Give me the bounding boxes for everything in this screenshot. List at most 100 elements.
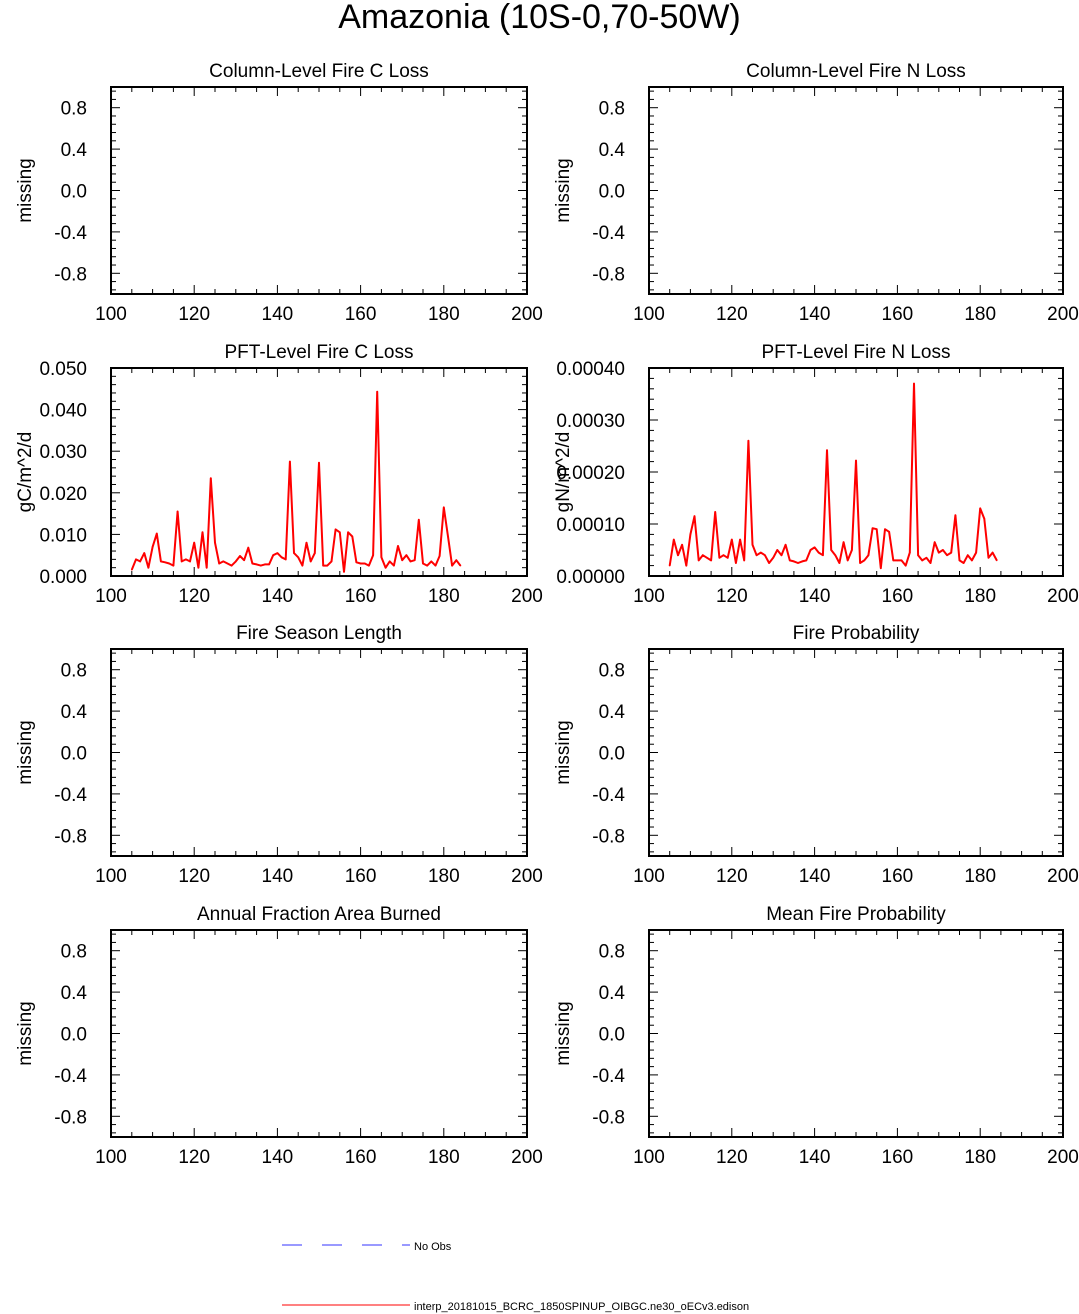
data-point bbox=[834, 554, 837, 556]
data-point bbox=[397, 545, 399, 547]
data-point bbox=[962, 562, 965, 564]
data-point bbox=[201, 531, 204, 534]
series-line-pft-level-fire-n-loss bbox=[668, 382, 998, 570]
data-point bbox=[884, 528, 886, 530]
panel-title: Fire Season Length bbox=[236, 623, 402, 644]
x-tick-label: 120 bbox=[178, 1147, 210, 1168]
x-tick-label: 100 bbox=[95, 866, 127, 887]
y-tick-label: 0.8 bbox=[599, 661, 625, 682]
y-tick-label: 0.0 bbox=[61, 182, 87, 203]
data-point bbox=[801, 560, 803, 563]
data-point bbox=[855, 459, 857, 462]
x-tick-label: 100 bbox=[633, 304, 665, 325]
y-tick-label: 0.0 bbox=[599, 744, 625, 765]
data-point bbox=[189, 560, 191, 563]
data-point bbox=[384, 566, 387, 569]
data-point bbox=[731, 538, 733, 541]
y-tick-label: 0.00030 bbox=[556, 411, 625, 432]
data-point bbox=[830, 549, 832, 551]
y-tick-label: 0.4 bbox=[599, 140, 626, 161]
x-tick-label: 180 bbox=[428, 586, 460, 607]
data-point bbox=[822, 554, 824, 556]
y-tick-label: 0.8 bbox=[599, 942, 625, 963]
data-point bbox=[289, 460, 291, 463]
plot-frame bbox=[648, 648, 1064, 857]
data-point bbox=[347, 531, 349, 534]
data-point bbox=[168, 562, 171, 565]
data-point bbox=[351, 535, 354, 538]
y-tick-label: 0.00020 bbox=[556, 463, 625, 484]
y-tick-label: -0.4 bbox=[592, 785, 625, 806]
data-point bbox=[950, 551, 953, 554]
y-axis-label: missing bbox=[15, 720, 36, 784]
y-tick-label: 0.4 bbox=[61, 140, 88, 161]
data-point bbox=[975, 551, 977, 554]
x-tick-label: 140 bbox=[799, 304, 831, 325]
data-point bbox=[813, 546, 816, 549]
data-point bbox=[710, 559, 712, 562]
data-point bbox=[131, 568, 133, 571]
data-point bbox=[900, 559, 903, 562]
data-point bbox=[376, 390, 379, 393]
panel-title: PFT-Level Fire C Loss bbox=[225, 342, 414, 363]
x-tick-label: 180 bbox=[964, 1147, 996, 1168]
y-tick-label: 0.0 bbox=[599, 1025, 625, 1046]
y-tick-label: 0.020 bbox=[39, 484, 87, 505]
data-point bbox=[689, 533, 692, 536]
y-tick-label: -0.4 bbox=[592, 223, 625, 244]
series-line-pft-level-fire-c-loss bbox=[130, 390, 462, 573]
data-point bbox=[318, 462, 320, 464]
data-point bbox=[971, 559, 973, 562]
data-point bbox=[334, 528, 337, 531]
data-point bbox=[784, 544, 787, 546]
data-point bbox=[280, 556, 283, 559]
data-point bbox=[938, 551, 940, 554]
data-point bbox=[180, 560, 183, 563]
panel-title: Mean Fire Probability bbox=[766, 904, 946, 925]
x-tick-label: 200 bbox=[1047, 304, 1079, 325]
x-tick-label: 180 bbox=[964, 586, 996, 607]
panel-title: PFT-Level Fire N Loss bbox=[762, 342, 951, 363]
data-point bbox=[880, 567, 882, 569]
data-point bbox=[413, 559, 416, 561]
x-tick-label: 140 bbox=[262, 1147, 294, 1168]
data-point bbox=[921, 559, 924, 562]
x-tick-label: 160 bbox=[882, 1147, 914, 1168]
page-title: Amazonia (10S-0,70-50W) bbox=[338, 0, 741, 36]
data-point bbox=[793, 560, 795, 563]
x-tick-label: 160 bbox=[345, 586, 377, 607]
data-point bbox=[314, 552, 316, 554]
x-tick-label: 120 bbox=[178, 586, 210, 607]
x-tick-label: 100 bbox=[95, 586, 127, 607]
x-tick-label: 160 bbox=[882, 304, 914, 325]
data-point bbox=[380, 556, 383, 559]
data-point bbox=[455, 559, 458, 561]
data-point bbox=[193, 541, 195, 544]
data-point bbox=[726, 557, 729, 559]
data-point bbox=[214, 541, 216, 544]
x-tick-label: 160 bbox=[345, 304, 377, 325]
data-point bbox=[218, 562, 220, 565]
data-point bbox=[297, 556, 300, 559]
data-point bbox=[451, 564, 453, 567]
data-point bbox=[205, 566, 208, 569]
y-tick-label: -0.8 bbox=[54, 826, 87, 847]
y-tick-label: 0.00000 bbox=[556, 567, 625, 588]
data-point bbox=[276, 552, 279, 554]
data-point bbox=[929, 562, 932, 564]
data-point bbox=[330, 560, 333, 563]
data-point bbox=[243, 559, 245, 561]
y-axis-label: missing bbox=[15, 158, 36, 222]
x-tick-label: 120 bbox=[716, 304, 748, 325]
data-point bbox=[268, 563, 270, 566]
x-tick-label: 120 bbox=[716, 1147, 748, 1168]
panel-annual-fraction-area-burned: Annual Fraction Area Burned missing 100 120… bbox=[15, 904, 543, 1168]
data-point bbox=[764, 554, 766, 556]
data-point bbox=[743, 559, 746, 562]
data-point bbox=[693, 515, 696, 517]
y-tick-label: 0.4 bbox=[599, 702, 626, 723]
data-point bbox=[143, 552, 146, 554]
data-point bbox=[247, 546, 250, 549]
data-point bbox=[438, 555, 441, 557]
